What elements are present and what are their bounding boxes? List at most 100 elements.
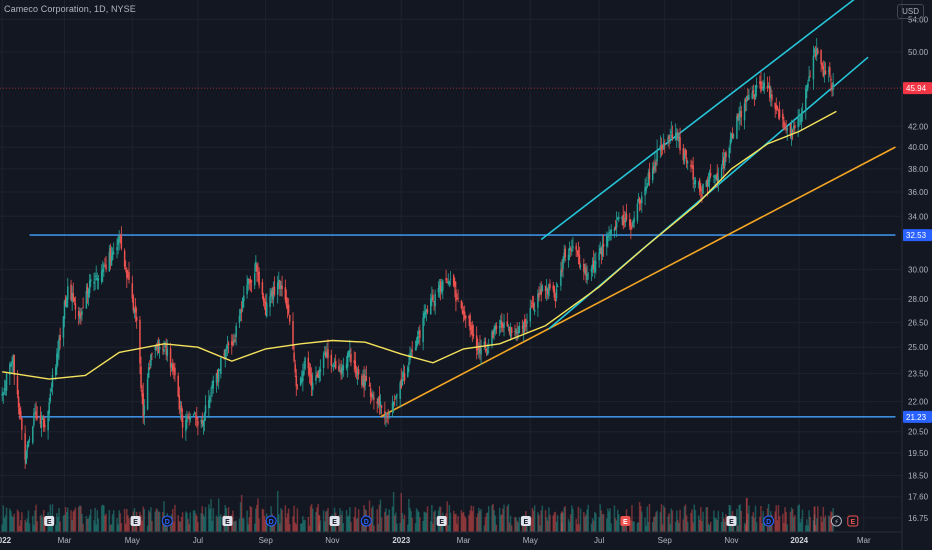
candle-body xyxy=(693,183,696,184)
volume-bar xyxy=(293,505,295,532)
candle-body xyxy=(63,300,66,319)
candle-body xyxy=(637,199,640,201)
candle-body xyxy=(621,216,623,220)
volume-bar xyxy=(763,517,765,532)
volume-bar xyxy=(362,522,364,532)
candle-body xyxy=(170,363,173,368)
volume-bar xyxy=(479,510,481,532)
volume-bar xyxy=(599,504,601,532)
candle-body xyxy=(540,288,542,295)
volume-bar xyxy=(249,506,252,532)
price-axis[interactable]: 54.00 50.00 42.00 40.00 38.00 36.00 34.00 30.00… xyxy=(908,15,929,523)
volume-bar xyxy=(713,510,715,532)
candle-body xyxy=(445,277,447,281)
candle-body xyxy=(315,375,317,381)
volume-bar xyxy=(208,504,210,532)
y-tick-label: 42.00 xyxy=(908,122,929,131)
volume-bar xyxy=(485,513,488,532)
candle-body xyxy=(503,322,505,328)
volume-bar xyxy=(376,509,378,532)
candle-body xyxy=(437,288,440,293)
x-tick-label: 2022 xyxy=(0,536,12,545)
candle-body xyxy=(392,402,395,405)
time-axis[interactable]: 2022 Mar May Jul Sep Nov 2023 Mar May Jul Sep Nov 20… xyxy=(0,536,871,545)
volume-bar xyxy=(753,517,756,532)
volume-bar xyxy=(339,508,341,532)
candle-body xyxy=(579,265,582,267)
volume-bar xyxy=(142,506,144,532)
volume-bar xyxy=(392,492,395,532)
volume-bar xyxy=(669,523,671,532)
volume-bar xyxy=(177,515,179,532)
candle-body xyxy=(348,350,350,358)
candle-body xyxy=(105,264,107,270)
candle-body xyxy=(731,133,734,139)
volume-bar xyxy=(755,522,758,532)
candle-body xyxy=(332,367,335,369)
candle-body xyxy=(426,309,429,313)
y-tick-label: 34.00 xyxy=(908,212,929,221)
candle-body xyxy=(610,229,612,235)
volume-bar xyxy=(379,499,382,532)
candle-body xyxy=(532,303,535,309)
candle-body xyxy=(636,203,639,221)
volume-bar xyxy=(670,508,673,532)
volume-bar xyxy=(808,510,810,532)
volume-bar xyxy=(571,505,573,532)
event-marker-label: E xyxy=(133,519,138,526)
event-marker-label: E xyxy=(439,519,444,526)
candle-body xyxy=(827,70,830,72)
candle-body xyxy=(32,426,34,443)
volume-bar xyxy=(786,524,788,532)
candle-body xyxy=(216,370,219,378)
candle-body xyxy=(430,298,432,315)
candle-body xyxy=(140,366,142,389)
candle-body xyxy=(349,349,351,353)
candle-body xyxy=(484,341,487,348)
volume-bar xyxy=(817,506,819,532)
volume-bar xyxy=(814,524,817,532)
y-tick-label: 38.00 xyxy=(908,165,929,174)
volume-bar xyxy=(506,506,509,532)
volume-bar xyxy=(736,508,738,532)
volume-bar xyxy=(193,510,196,532)
candle-body xyxy=(162,348,164,350)
candle-body xyxy=(57,351,59,358)
volume-bar xyxy=(492,504,494,532)
candle-body xyxy=(326,352,328,358)
candle-body xyxy=(526,320,528,324)
volume-bar xyxy=(778,515,781,532)
volume-bar xyxy=(41,517,44,532)
symbol-title[interactable]: Cameco Corporation, 1D, NYSE xyxy=(4,4,136,14)
volume-bar xyxy=(783,523,785,532)
candle-body xyxy=(701,194,703,197)
volume-bar xyxy=(630,520,632,532)
candle-body xyxy=(525,323,527,328)
price-tag-label: 21.23 xyxy=(906,413,927,422)
candle-body xyxy=(269,296,271,307)
candle-body xyxy=(10,363,12,367)
candle-body xyxy=(408,362,410,366)
volume-bar xyxy=(584,516,586,532)
volume-bar xyxy=(609,508,611,532)
candle-body xyxy=(166,348,169,356)
volume-bar xyxy=(89,509,92,532)
candle-body xyxy=(5,373,8,391)
candle-body xyxy=(575,245,577,250)
candle-body xyxy=(368,384,371,387)
volume-bar xyxy=(26,518,29,532)
volume-bar xyxy=(715,518,717,532)
candle-body xyxy=(353,360,355,364)
volume-bar xyxy=(638,501,641,532)
volume-bar xyxy=(702,511,704,532)
candle-body xyxy=(93,281,95,284)
x-tick-label: Sep xyxy=(658,536,673,545)
candle-body xyxy=(417,331,420,335)
candle-body xyxy=(463,311,466,319)
volume-bar xyxy=(316,507,318,532)
currency-button[interactable]: USD xyxy=(897,4,924,19)
volume-bar xyxy=(531,507,534,532)
candle-body xyxy=(415,340,418,348)
event-marker-label: E xyxy=(729,519,734,526)
